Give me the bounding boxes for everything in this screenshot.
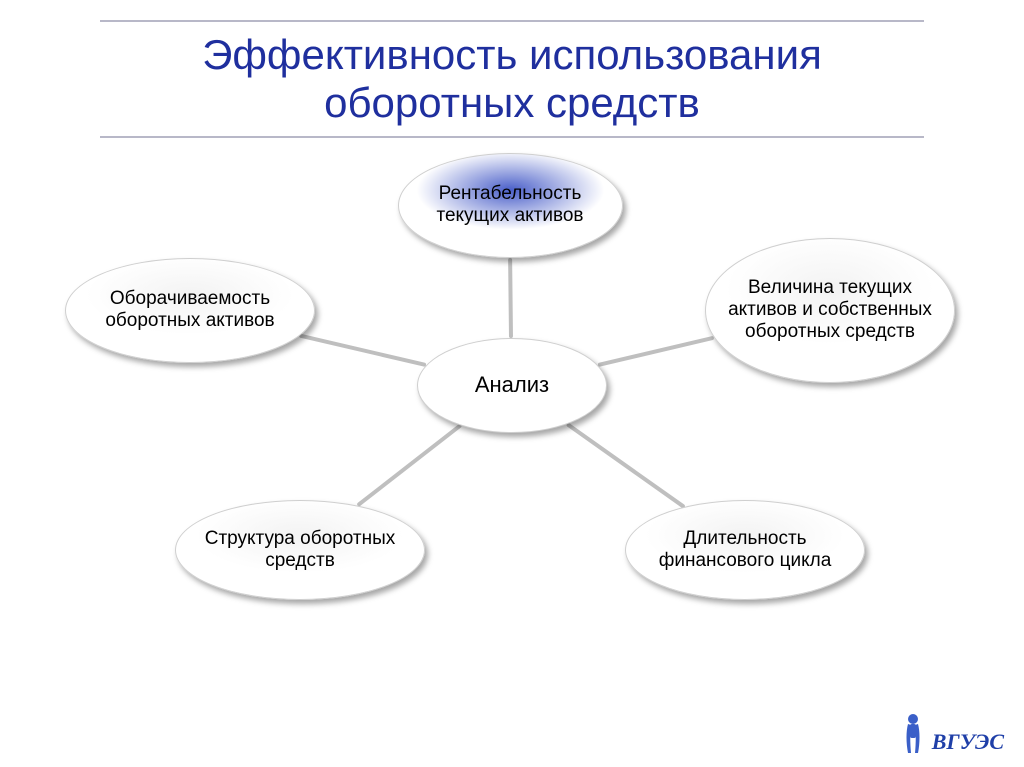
center-node: Анализ <box>417 338 607 433</box>
connector <box>299 334 426 367</box>
node-label: Структура оборотных средств <box>190 528 410 572</box>
connector <box>356 423 462 507</box>
node-label: Длительность финансового цикла <box>640 528 850 572</box>
logo-figure-icon <box>900 713 926 755</box>
title-box: Эффективность использования оборотных ср… <box>100 20 924 138</box>
outer-node: Длительность финансового цикла <box>625 500 865 600</box>
outer-node: Структура оборотных средств <box>175 500 425 600</box>
radial-diagram: Анализ Рентабельность текущих активов Вели… <box>0 150 1024 710</box>
node-label: Рентабельность текущих активов <box>413 183 608 227</box>
connector <box>566 422 686 508</box>
node-label: Величина текущих активов и собственных о… <box>720 277 940 343</box>
slide: Эффективность использования оборотных ср… <box>0 0 1024 767</box>
outer-node: Оборачиваемость оборотных активов <box>65 258 315 363</box>
connector <box>509 257 514 337</box>
logo-text: ВГУЭС <box>932 729 1004 755</box>
outer-node: Величина текущих активов и собственных о… <box>705 238 955 383</box>
outer-node: Рентабельность текущих активов <box>398 153 623 258</box>
node-label: Оборачиваемость оборотных активов <box>80 288 300 332</box>
logo: ВГУЭС <box>900 713 1004 755</box>
connector <box>597 335 714 366</box>
node-label: Анализ <box>475 372 549 397</box>
slide-title: Эффективность использования оборотных ср… <box>100 31 924 128</box>
